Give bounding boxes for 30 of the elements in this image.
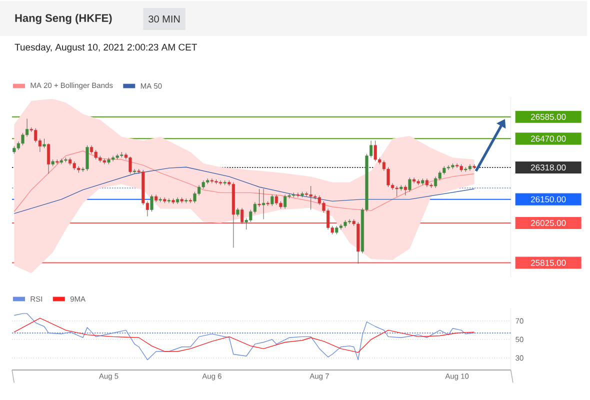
candlestick [395, 186, 398, 197]
candlestick [47, 143, 50, 174]
y-tick-label: 26025.00 [531, 220, 566, 226]
candlestick [102, 158, 106, 165]
candlestick [270, 194, 274, 206]
candlestick [262, 188, 266, 220]
y-tick-label: 26318.00 [531, 164, 566, 170]
line-series [14, 318, 475, 353]
candlestick [408, 177, 412, 192]
chart-subtitle: 30 MIN [148, 15, 180, 23]
candlestick [176, 197, 180, 204]
candlestick [434, 176, 438, 188]
candlestick [284, 194, 287, 210]
candlestick [468, 164, 472, 172]
chart-title: Hang Seng (HKFE) [15, 14, 112, 24]
candlestick [240, 208, 244, 224]
candlestick [404, 184, 407, 196]
y-tick-label: 25815.00 [531, 260, 566, 266]
line-series [14, 150, 475, 212]
candlestick [412, 177, 416, 184]
candlestick [42, 138, 46, 148]
text: Tuesday, August 10, 2021 2:00:23 AM CET [14, 44, 198, 52]
y-tick-label: 26470.00 [531, 136, 566, 142]
y-tick-label: 26150.00 [531, 196, 566, 202]
line-series [14, 166, 475, 214]
candlestick [296, 192, 300, 198]
candlestick [150, 194, 154, 212]
y-tick-label: 26585.00 [531, 114, 566, 120]
candlestick [258, 188, 261, 208]
candlestick [305, 191, 308, 197]
